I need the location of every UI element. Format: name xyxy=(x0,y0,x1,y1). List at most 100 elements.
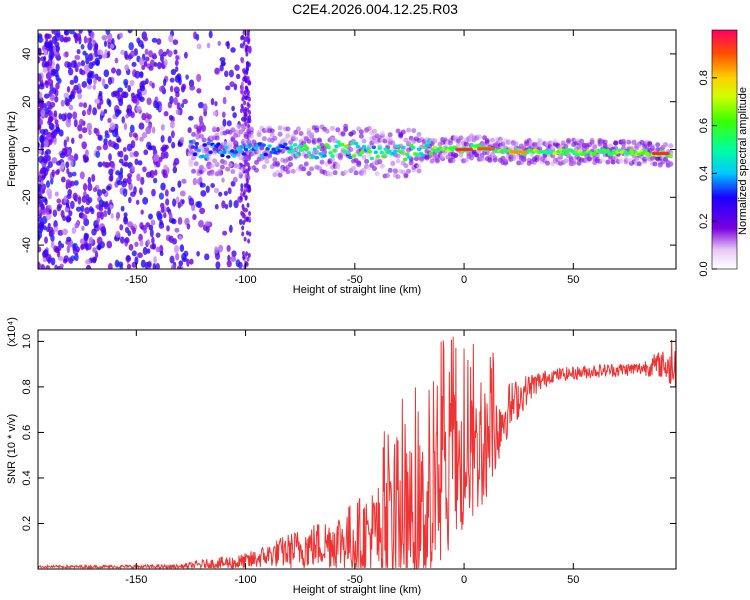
spectrogram-noise-dot xyxy=(103,40,108,47)
spectrogram-noise-dot xyxy=(195,133,201,140)
spectrogram-noise-dot xyxy=(54,96,59,103)
spectrogram-noise-dot xyxy=(71,227,77,234)
spectrogram-noise-dot xyxy=(58,240,62,248)
spectrogram-noise-dot xyxy=(38,175,42,183)
spectrogram-noise-dot xyxy=(152,177,158,184)
spectrogram-haze-dot xyxy=(198,133,204,139)
spectrogram-noise-dot xyxy=(158,105,163,111)
y-tick-label: 0 xyxy=(21,146,33,152)
spectrogram-haze-dot xyxy=(416,168,422,174)
spectrogram-noise-dot xyxy=(55,126,61,132)
spectrogram-noise-dot xyxy=(91,228,97,236)
spectrogram-noise-dot xyxy=(127,84,132,93)
spectrogram-marks xyxy=(38,30,674,269)
spectrogram-noise-dot xyxy=(101,34,108,41)
spectrogram-noise-dot xyxy=(195,201,201,208)
spectrogram-noise-dot xyxy=(39,102,44,109)
spectrogram-noise-dot xyxy=(231,250,237,257)
spectrogram-noise-dot xyxy=(68,30,75,35)
spectrogram-noise-dot xyxy=(162,169,167,176)
spectrogram-noise-dot xyxy=(57,255,64,262)
spectrogram-noise-dot xyxy=(141,64,146,71)
spectrogram-haze-dot xyxy=(652,161,658,167)
spectrogram-noise-dot xyxy=(135,199,140,205)
spectrogram-noise-dot xyxy=(63,195,68,204)
spectrogram-line-point xyxy=(401,145,406,150)
spectrogram-haze-dot xyxy=(487,157,493,163)
spectrogram-line-point xyxy=(294,153,300,157)
spectrogram-haze-dot xyxy=(400,129,406,135)
colorbar-tick-label: 0.8 xyxy=(698,70,710,85)
spectrogram-noise-dot xyxy=(102,143,109,151)
spectrogram-noise-dot xyxy=(232,176,238,183)
spectrogram-noise-dot xyxy=(134,241,139,247)
spectrogram-noise-dot xyxy=(47,116,54,123)
spectrogram-noise-dot xyxy=(122,188,128,197)
spectrogram-noise-dot xyxy=(59,152,66,159)
spectrogram-haze-dot xyxy=(364,158,370,164)
spectrogram-noise-dot xyxy=(103,202,109,210)
spectrogram-line-point xyxy=(316,145,321,149)
spectrogram-noise-dot xyxy=(152,52,157,60)
spectrogram-noise-dot xyxy=(163,164,168,171)
spectrogram-noise-dot xyxy=(171,141,176,149)
spectrogram-noise-dot xyxy=(40,136,45,144)
spectrogram-noise-dot xyxy=(40,109,46,118)
spectrogram-noise-dot xyxy=(241,225,245,231)
spectrogram-noise-dot xyxy=(115,230,121,238)
spectrogram-haze-dot xyxy=(191,155,197,161)
spectrogram-noise-dot xyxy=(181,178,187,184)
spectrogram-haze-dot xyxy=(366,152,372,158)
spectrogram-noise-dot xyxy=(229,224,233,233)
spectrogram-noise-dot xyxy=(149,228,154,238)
spectrogram-noise-dot xyxy=(81,141,87,150)
spectrogram-haze-dot xyxy=(468,155,474,161)
spectrogram-line-point xyxy=(395,144,400,149)
snr-panel: -150 -100 -50 0 50 0.2 0.4 0.6 0.8 1.0 Height of… xyxy=(6,317,677,596)
spectrogram-noise-dot xyxy=(169,255,175,264)
spectrogram-line-point xyxy=(346,150,351,155)
spectrogram-noise-dot xyxy=(230,255,237,262)
spectrogram-noise-dot xyxy=(158,192,165,200)
y-tick-label: 20 xyxy=(21,96,33,108)
spectrogram-line-point xyxy=(304,146,310,150)
spectrogram-noise-dot xyxy=(178,260,184,267)
spectrogram-noise-dot xyxy=(178,234,182,241)
spectrogram-peak-point xyxy=(490,147,495,151)
spectrogram-line-point xyxy=(292,143,298,147)
spectrogram-noise-dot xyxy=(92,187,98,193)
spectrogram-noise-dot xyxy=(217,244,224,253)
spectrogram-noise-dot xyxy=(100,110,104,116)
spectrogram-noise-dot xyxy=(246,162,250,168)
spectrogram-line-point xyxy=(560,152,565,156)
spectrogram-noise-dot xyxy=(243,183,247,189)
spectrogram-line-point xyxy=(275,146,280,150)
spectrogram-haze-dot xyxy=(212,150,218,156)
spectrogram-noise-dot xyxy=(106,98,111,105)
spectrogram-noise-dot xyxy=(53,226,59,233)
spectrogram-noise-dot xyxy=(224,203,229,210)
spectrogram-haze-dot xyxy=(395,158,401,164)
spectrogram-noise-dot xyxy=(123,161,130,168)
spectrogram-noise-dot xyxy=(175,109,181,115)
spectrogram-line-point xyxy=(202,143,207,147)
spectrogram-line-point xyxy=(377,146,382,151)
spectrogram-haze-dot xyxy=(330,125,336,131)
spectrogram-noise-dot xyxy=(39,128,46,135)
spectrogram-noise-dot xyxy=(175,66,179,72)
y-tick-label: 1.0 xyxy=(21,334,33,349)
spectrogram-line-point xyxy=(253,146,259,150)
spectrogram-haze-dot xyxy=(476,134,482,140)
spectrogram-haze-dot xyxy=(348,147,354,153)
spectrogram-noise-dot xyxy=(66,245,71,254)
spectrogram-noise-dot xyxy=(38,230,43,239)
spectrogram-noise-dot xyxy=(128,131,133,138)
spectrogram-noise-dot xyxy=(97,243,101,251)
spectrogram-line-point xyxy=(574,149,579,153)
spectrogram-noise-dot xyxy=(160,182,166,191)
spectrogram-noise-dot xyxy=(39,169,45,175)
spectrogram-noise-dot xyxy=(88,53,93,62)
spectrogram-noise-dot xyxy=(73,84,79,91)
spectrogram-haze-dot xyxy=(343,126,349,132)
spectrogram-noise-dot xyxy=(146,248,151,254)
